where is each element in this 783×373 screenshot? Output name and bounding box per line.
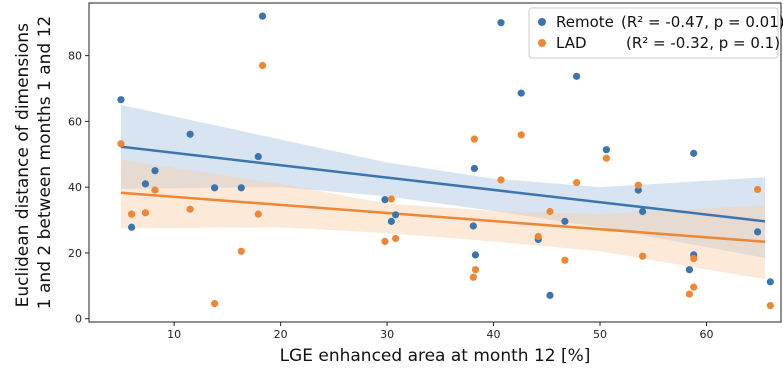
- y-tick-label: 80: [68, 50, 82, 63]
- y-tick-label: 0: [75, 313, 82, 326]
- y-tick-label: 40: [68, 181, 82, 194]
- data-point-lad: [561, 256, 569, 264]
- data-point-remote: [561, 217, 569, 225]
- data-point-lad: [546, 207, 554, 216]
- data-point-lad: [127, 210, 136, 218]
- data-point-remote: [392, 211, 400, 219]
- data-point-lad: [572, 178, 581, 187]
- data-point-remote: [186, 130, 194, 138]
- data-point-lad: [690, 283, 698, 291]
- data-point-remote: [258, 12, 267, 20]
- legend-stats-remote: (R² = -0.47, p = 0.01): [621, 13, 783, 31]
- x-tick-label: 40: [487, 328, 501, 341]
- data-point-lad: [639, 252, 647, 260]
- data-point-remote: [211, 184, 219, 192]
- data-point-remote: [471, 251, 480, 259]
- y-axis-label-line-2: 1 and 2 between months 1 and 12: [35, 16, 55, 309]
- confidence-band-lad: [120, 159, 766, 280]
- data-point-remote: [634, 186, 642, 194]
- data-point-lad: [497, 176, 505, 184]
- data-point-lad: [392, 234, 400, 243]
- data-point-remote: [690, 149, 698, 157]
- data-point-remote: [639, 207, 647, 216]
- data-point-remote: [517, 89, 525, 97]
- data-point-lad: [237, 247, 245, 255]
- data-point-remote: [469, 222, 477, 230]
- data-point-remote: [685, 266, 694, 274]
- data-point-remote: [254, 152, 262, 161]
- regression-lines: [120, 145, 766, 244]
- data-point-lad: [766, 301, 774, 310]
- confidence-band-remote: [120, 104, 766, 258]
- data-point-remote: [117, 96, 125, 104]
- data-point-lad: [151, 186, 159, 194]
- x-tick-label: 50: [593, 328, 607, 341]
- data-point-lad: [690, 254, 698, 263]
- data-point-remote: [151, 167, 159, 175]
- data-point-lad: [470, 135, 478, 143]
- data-point-remote: [602, 146, 611, 154]
- data-point-remote: [470, 164, 478, 173]
- data-point-remote: [572, 72, 581, 80]
- x-axis-label: LGE enhanced area at month 12 [%]: [280, 346, 591, 366]
- data-point-lad: [471, 266, 480, 274]
- y-axis-label-line-1: Euclidean distance of dimensions: [13, 23, 33, 307]
- data-point-remote: [127, 223, 136, 231]
- x-tick-label: 30: [380, 328, 394, 341]
- legend-marker-lad: [538, 39, 546, 47]
- data-point-remote: [387, 217, 395, 225]
- data-point-lad: [117, 140, 125, 148]
- legend-label-remote: Remote: [556, 13, 614, 31]
- data-point-lad: [381, 237, 389, 246]
- data-point-lad: [469, 273, 477, 281]
- data-points: [117, 12, 774, 310]
- data-point-remote: [766, 278, 774, 286]
- y-tick-label: 20: [68, 247, 82, 260]
- data-point-lad: [634, 181, 642, 189]
- x-axis-ticks: 10 20 30 40 50 60: [167, 322, 713, 341]
- data-point-remote: [497, 19, 505, 27]
- data-point-remote: [141, 180, 150, 188]
- data-point-lad: [753, 185, 762, 194]
- data-point-lad: [186, 205, 194, 213]
- y-tick-label: 60: [68, 115, 82, 128]
- legend-marker-remote: [538, 18, 546, 26]
- data-point-lad: [254, 210, 262, 218]
- data-point-lad: [602, 154, 611, 162]
- x-tick-label: 20: [274, 328, 288, 341]
- y-axis-label: Euclidean distance of dimensions 1 and 2…: [13, 16, 55, 309]
- x-tick-label: 10: [167, 328, 181, 341]
- regression-line-remote: [120, 145, 766, 223]
- data-point-lad: [258, 61, 267, 70]
- data-point-lad: [387, 195, 395, 203]
- data-point-lad: [141, 209, 150, 217]
- data-point-remote: [237, 184, 245, 192]
- data-point-lad: [534, 232, 542, 241]
- data-point-remote: [753, 228, 762, 236]
- data-point-lad: [211, 299, 219, 308]
- regression-line-lad: [120, 191, 766, 244]
- data-point-lad: [685, 290, 694, 298]
- legend-stats-lad: (R² = -0.32, p = 0.1): [626, 34, 780, 52]
- y-axis-ticks: 0 20 40 60 80: [68, 50, 89, 326]
- data-point-remote: [381, 196, 389, 204]
- legend: Remote (R² = -0.47, p = 0.01) LAD (R² = …: [528, 7, 783, 59]
- data-point-lad: [517, 131, 525, 139]
- plot-frame: [88, 2, 782, 323]
- confidence-bands: [120, 104, 766, 280]
- x-tick-label: 60: [699, 328, 713, 341]
- legend-box: [528, 7, 779, 59]
- data-point-remote: [546, 291, 554, 299]
- legend-label-lad: LAD: [556, 34, 587, 52]
